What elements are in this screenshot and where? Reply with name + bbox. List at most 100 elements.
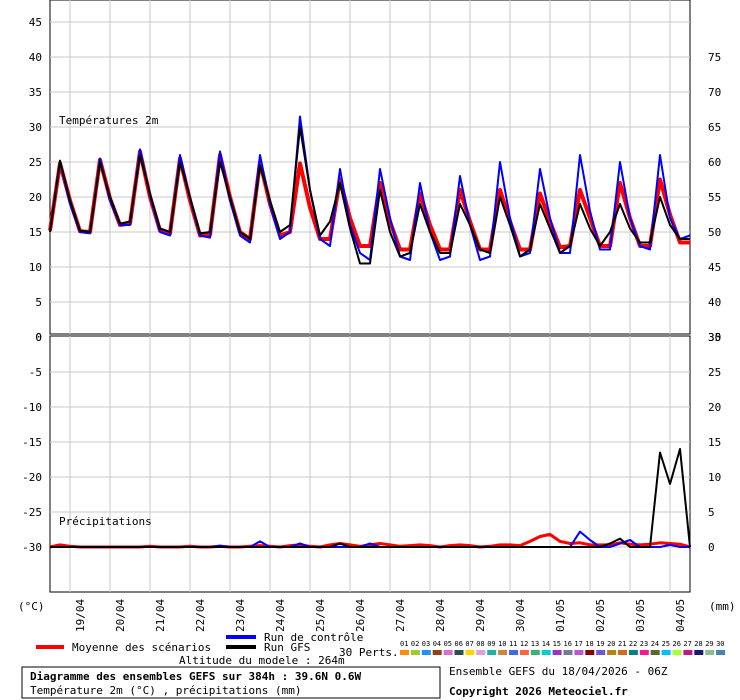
perturbation-number: 22: [629, 640, 637, 648]
left-tick-label: 35: [29, 86, 42, 99]
legend-mean-label: Moyenne des scénarios: [72, 641, 211, 654]
left-tick-label: -10: [22, 401, 42, 414]
x-axis-label: 30/04: [514, 599, 527, 632]
copyright-label: Copyright 2026 Meteociel.fr: [449, 685, 628, 698]
right-tick-label: 65: [708, 121, 721, 134]
perturbation-number: 02: [411, 640, 419, 648]
perturbation-number: 07: [465, 640, 473, 648]
perturbation-swatch: [628, 650, 638, 655]
right-unit-label: (mm): [709, 600, 736, 613]
right-tick-label: 60: [708, 156, 721, 169]
info-box-title: Diagramme des ensembles GEFS sur 384h : …: [30, 670, 362, 683]
perturbation-swatch: [716, 650, 726, 655]
perturbation-swatch: [530, 650, 540, 655]
perturbation-swatch: [410, 650, 420, 655]
perturbation-number: 16: [564, 640, 572, 648]
left-tick-label: 15: [29, 226, 42, 239]
left-tick-label: 40: [29, 51, 42, 64]
perturbation-number: 29: [705, 640, 713, 648]
right-tick-label: 15: [708, 436, 721, 449]
perturbation-swatch: [596, 650, 606, 655]
right-tick-label: 75: [708, 51, 721, 64]
perturbation-swatch: [498, 650, 508, 655]
perturbation-number: 08: [476, 640, 484, 648]
perturbation-swatch: [661, 650, 671, 655]
left-tick-label: 25: [29, 156, 42, 169]
perturbation-swatch: [443, 650, 453, 655]
x-axis-label: 03/05: [634, 599, 647, 632]
perturbation-number: 10: [498, 640, 506, 648]
perturbation-number: 01: [400, 640, 408, 648]
x-axis-label: 20/04: [114, 599, 127, 632]
perturbation-swatch: [672, 650, 682, 655]
perturbation-number: 20: [607, 640, 615, 648]
perturbation-swatch: [574, 650, 584, 655]
right-tick-label: 40: [708, 296, 721, 309]
perturbation-number: 12: [520, 640, 528, 648]
perturbation-number: 14: [542, 640, 550, 648]
left-tick-label: -30: [22, 541, 42, 554]
perturbation-number: 11: [509, 640, 517, 648]
x-axis-label: 23/04: [234, 599, 247, 632]
perturbation-swatch: [552, 650, 562, 655]
perturbation-count-label: 30 Perts.: [339, 646, 399, 659]
right-tick-label: 50: [708, 226, 721, 239]
perturbation-number: 13: [531, 640, 539, 648]
perturbation-swatch: [618, 650, 627, 655]
perturbation-swatch: [650, 650, 660, 655]
right-tick-label: 35: [708, 331, 721, 344]
right-tick-label: 10: [708, 471, 721, 484]
left-tick-label: 45: [29, 16, 42, 29]
plot-frame: [49, 0, 691, 335]
right-tick-label: 25: [708, 366, 721, 379]
perturbation-number: 21: [618, 640, 626, 648]
x-axis-label: 27/04: [394, 599, 407, 632]
left-tick-label: 0: [35, 331, 42, 344]
info-box-subtitle: Température 2m (°C) , précipitations (mm…: [30, 684, 302, 697]
perturbation-swatch: [519, 650, 529, 655]
x-axis-label: 29/04: [474, 599, 487, 632]
right-tick-label: 0: [708, 541, 715, 554]
perturbation-swatch: [563, 650, 573, 655]
altitude-label: Altitude du modele : 264m: [179, 654, 345, 667]
perturbation-swatch: [541, 650, 551, 655]
perturbation-number: 25: [662, 640, 670, 648]
x-axis-label: 04/05: [674, 599, 687, 632]
x-axis-label: 24/04: [274, 599, 287, 632]
x-axis-label: 19/04: [74, 599, 87, 632]
left-tick-label: 0: [35, 331, 42, 344]
perturbation-swatch: [432, 650, 442, 655]
precipitation-panel-title: Précipitations: [59, 515, 152, 528]
perturbation-swatch: [421, 650, 431, 655]
perturbation-number: 15: [553, 640, 561, 648]
right-tick-label: 55: [708, 191, 721, 204]
plot-frame: [49, 335, 691, 593]
perturbation-number: 06: [455, 640, 463, 648]
left-unit-label: (°C): [18, 600, 45, 613]
perturbation-number: 05: [444, 640, 452, 648]
perturbation-swatch: [585, 650, 595, 655]
left-tick-label: -25: [22, 506, 42, 519]
perturbation-swatch: [454, 650, 464, 655]
perturbation-swatch: [705, 650, 715, 655]
perturbation-number: 18: [585, 640, 593, 648]
x-axis-label: 22/04: [194, 599, 207, 632]
perturbation-number: 19: [596, 640, 604, 648]
left-tick-label: 30: [29, 121, 42, 134]
x-axis-label: 28/04: [434, 599, 447, 632]
ensemble-info: Ensemble GEFS du 18/04/2026 - 06Z: [449, 665, 668, 678]
right-tick-label: 5: [708, 506, 715, 519]
perturbation-legend: 01 02 03 04 05 06 07 08 09 10 11 12 13 14 15 16 17 18 19 20…: [400, 640, 726, 655]
perturbation-swatch: [476, 650, 486, 655]
left-tick-label: 5: [35, 296, 42, 309]
x-axis-label: 21/04: [154, 599, 167, 632]
right-tick-label: 30: [708, 331, 721, 344]
perturbation-number: 03: [422, 640, 430, 648]
perturbation-swatch: [694, 650, 704, 655]
left-tick-label: -20: [22, 471, 42, 484]
perturbation-number: 28: [694, 640, 702, 648]
perturbation-number: 27: [683, 640, 691, 648]
perturbation-number: 30: [716, 640, 724, 648]
perturbation-swatch: [509, 650, 518, 655]
